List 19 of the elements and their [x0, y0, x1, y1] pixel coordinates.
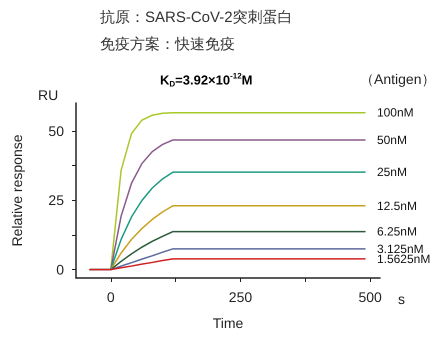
chart-title: 抗原：SARS-CoV-2突刺蛋白 — [100, 9, 293, 26]
line-series — [89, 258, 366, 270]
x-tick-label: 500 — [358, 289, 382, 305]
x-tick-label: 250 — [228, 289, 252, 305]
x-axis-title: Time — [212, 315, 244, 331]
series-label: 50nM — [376, 132, 407, 147]
series-label: 6.25nM — [376, 224, 417, 239]
y-tick-label: 0 — [56, 262, 64, 278]
series-label: 12.5nM — [376, 198, 417, 213]
y-tick-label: 25 — [48, 192, 64, 208]
y-axis-title: Relative response — [9, 134, 25, 247]
text: （Antigen） — [360, 71, 436, 87]
chart-subtitle: 免疫方案：快速免疫 — [100, 36, 235, 53]
x-tick-label: 0 — [106, 289, 115, 305]
text: s — [398, 291, 405, 307]
y-tick-label: 50 — [48, 122, 64, 139]
text: RU — [38, 87, 58, 103]
series-label: 25nM — [376, 165, 407, 180]
series-label: 100nM — [376, 106, 414, 120]
